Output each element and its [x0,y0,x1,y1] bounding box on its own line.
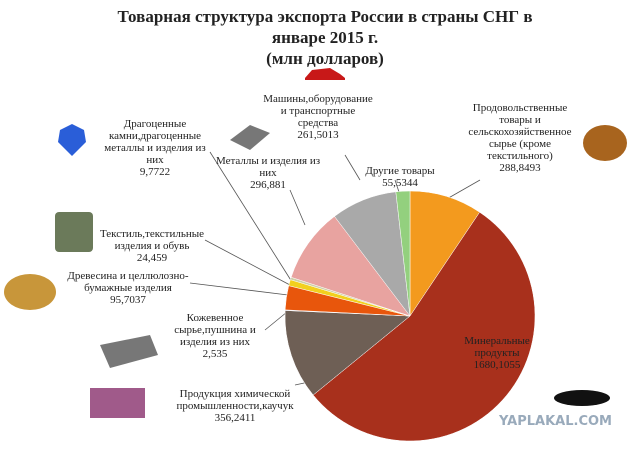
value-label: 356,2411 [214,412,256,424]
slice-label: Кожевенное сырье,пушнина и изделия из ни… [160,312,270,360]
slice-label: Машины,оборудование и транспортные средс… [261,93,376,141]
category-label: Другие товары [365,165,435,177]
pie-slice [284,310,411,396]
slice-label: Металлы и изделия из них 296,881 [213,155,323,191]
gem-icon [58,124,86,156]
burger-icon [583,125,627,161]
slice-label: Древесина и целлюлозно-бумажные изделия 9… [66,270,191,306]
category-label: Текстиль,текстильные изделия и обувь [99,228,205,252]
pie-slice [395,190,411,317]
value-label: 55,5344 [382,177,418,189]
slice-label: Драгоценные камни,драгоценные металлы и … [103,118,208,178]
subtitle: (млн долларов) [266,49,384,68]
leather-icon [100,335,158,368]
leader-line [189,282,289,296]
value-label: 261,5013 [297,129,339,141]
category-label: Металлы и изделия из них [215,155,321,179]
leader-line [264,311,288,331]
slice-label: Минеральные продукты 1680,1055 [457,335,537,371]
pie-slice [312,211,536,442]
metal-icon [230,125,270,150]
category-label: Минеральные продукты [464,335,530,359]
textile-icon [55,212,93,252]
leader-line [204,239,291,286]
wood-icon [4,274,56,310]
slice-label: Другие товары 55,5344 [355,165,445,189]
value-label: 24,459 [136,252,168,264]
title-line: Товарная структура экспорта России в стр… [117,7,533,47]
decorations [189,151,481,386]
pie-slice [290,216,411,317]
category-label: Драгоценные камни,драгоценные металлы и … [104,118,206,166]
category-label: Продукция химической промышленности,кауч… [176,388,294,412]
chart-title: Товарная структура экспорта России в стр… [110,6,540,69]
value-label: 1680,1055 [473,359,521,371]
chemicals-icon [90,388,145,418]
value-label: 288,8493 [499,162,541,174]
leader-line [209,151,293,283]
watermark: YAPLAKAL.COM [499,414,612,429]
value-label: 2,535 [202,348,228,360]
category-label: Машины,оборудование и транспортные средс… [263,93,373,129]
value-label: 9,7722 [139,166,171,178]
value-label: 95,7037 [110,294,146,306]
leader-line [344,154,361,181]
category-label: Продовольственные товары и сельскохозяйс… [468,102,572,162]
slice-label: Текстиль,текстильные изделия и обувь 24,4… [95,228,210,264]
icons [4,68,627,418]
car-icon [305,68,345,80]
slice-label: Продукция химической промышленности,кауч… [155,388,315,424]
category-label: Древесина и целлюлозно-бумажные изделия [67,270,189,294]
value-label: 296,881 [250,179,286,191]
oil-icon [554,390,610,406]
leader-line [289,189,306,226]
category-label: Кожевенное сырье,пушнина и изделия из ни… [174,312,256,348]
slice-label: Продовольственные товары и сельскохозяйс… [458,102,583,174]
